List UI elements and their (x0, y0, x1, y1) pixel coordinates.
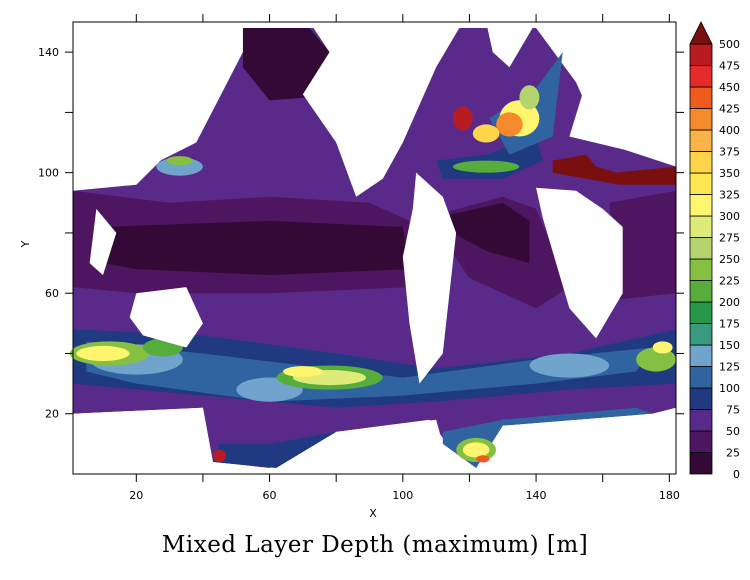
colorbar-label: 375 (719, 146, 740, 159)
colorbar-label: 300 (719, 210, 740, 223)
land (402, 172, 457, 384)
land (73, 407, 270, 474)
land (502, 407, 676, 474)
y-axis-label: Y (19, 240, 32, 248)
field-region (529, 353, 610, 378)
field-region (212, 431, 337, 468)
x-tick-label: 100 (392, 489, 413, 502)
colorbar-label: 250 (719, 253, 740, 266)
field-region (242, 28, 330, 101)
x-tick-label: 140 (526, 489, 547, 502)
colorbar-label: 200 (719, 296, 740, 309)
field-region (452, 106, 473, 131)
field-region (609, 190, 676, 300)
plot-frame (72, 21, 677, 475)
colorbar-swatch (689, 86, 713, 109)
colorbar-label: 50 (726, 425, 740, 438)
colorbar-label: 175 (719, 318, 740, 331)
colorbar-extend-triangle (689, 21, 713, 45)
field-region (462, 442, 490, 458)
x-tick-label: 60 (263, 489, 277, 502)
field-region (282, 366, 323, 377)
colorbar-label: 225 (719, 275, 740, 288)
land (89, 208, 117, 276)
field-region (652, 341, 673, 354)
colorbar: 0 25 50 75 100 125 150 175 200 225 250 275 300 325 350… (689, 21, 740, 481)
colorbar-label: 475 (719, 60, 740, 73)
chart-title: Mixed Layer Depth (maximum) [m] (161, 532, 589, 558)
field-region (166, 156, 193, 166)
field-region (476, 455, 490, 463)
colorbar-label: 325 (719, 189, 740, 202)
colorbar-swatch (689, 129, 713, 152)
colorbar-swatch (689, 215, 713, 238)
colorbar-label: 500 (719, 38, 740, 51)
colorbar-label: 425 (719, 103, 740, 116)
colorbar-swatch (689, 258, 713, 281)
colorbar-swatch (689, 108, 713, 131)
heatmap-field (69, 22, 676, 474)
colorbar-swatch (689, 237, 713, 260)
colorbar-swatch (689, 301, 713, 324)
field-region (86, 341, 653, 402)
colorbar-swatch (689, 452, 713, 475)
y-tick-label: 60 (45, 287, 59, 300)
colorbar-label: 275 (719, 232, 740, 245)
colorbar-swatch (689, 280, 713, 303)
x-tick-label: 180 (659, 489, 680, 502)
field-region (552, 154, 676, 185)
colorbar-swatch (689, 172, 713, 195)
colorbar-label: 350 (719, 167, 740, 180)
field-region (452, 160, 520, 173)
field-region (76, 345, 130, 362)
y-tick-label: 100 (38, 167, 59, 180)
colorbar-swatch (689, 430, 713, 453)
y-tick-label: 140 (38, 46, 59, 59)
colorbar-swatch (689, 387, 713, 410)
colorbar-label: 400 (719, 124, 740, 137)
colorbar-swatch (689, 194, 713, 217)
colorbar-swatch (689, 344, 713, 367)
land (336, 419, 470, 474)
colorbar-swatch (689, 323, 713, 346)
field-region (212, 449, 227, 462)
colorbar-swatch (689, 366, 713, 389)
field-region (636, 347, 676, 372)
y-tick-label: 20 (45, 408, 59, 421)
land (302, 22, 463, 197)
colorbar-label: 25 (726, 447, 740, 460)
colorbar-label: 100 (719, 382, 740, 395)
field-region (102, 220, 410, 276)
land (73, 22, 243, 188)
field-region (472, 124, 500, 143)
land (552, 22, 676, 161)
colorbar-swatch (689, 65, 713, 88)
colorbar-label: 125 (719, 361, 740, 374)
x-tick-label: 20 (129, 489, 143, 502)
land (486, 22, 537, 68)
field-region (442, 407, 653, 468)
x-axis-label: X (369, 507, 377, 520)
colorbar-swatch (689, 151, 713, 174)
field-region (449, 202, 530, 264)
field-region (519, 85, 540, 110)
colorbar-swatch (689, 409, 713, 432)
colorbar-label: 75 (726, 404, 740, 417)
field-region (496, 112, 523, 137)
land (129, 287, 203, 348)
colorbar-label: 150 (719, 339, 740, 352)
land (536, 187, 623, 339)
colorbar-label: 0 (733, 468, 740, 481)
colorbar-swatch (689, 43, 713, 66)
colorbar-label: 450 (719, 81, 740, 94)
axes: 20 60 100 140 180 20 60 100 140 (38, 14, 684, 502)
